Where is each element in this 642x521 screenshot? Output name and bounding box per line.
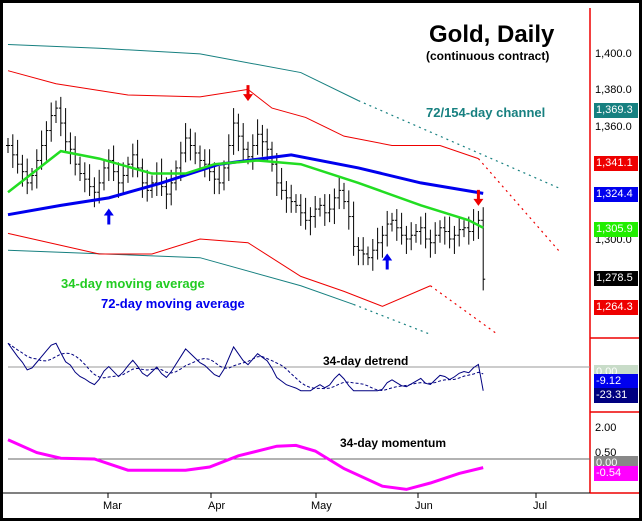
price-box-inner-upper: 1,341.1 <box>594 156 638 171</box>
momentum-tick: 2.00 <box>595 422 617 434</box>
detrend-box-value: -9.12 <box>594 374 638 389</box>
price-tick: 1,380.0 <box>595 84 632 96</box>
channel-outer-lower-projection <box>353 303 431 335</box>
price-box-close: 1,278.5 <box>594 271 638 286</box>
up-arrow-icon <box>382 253 393 270</box>
channel-outer-upper-line <box>7 44 359 102</box>
x-label-mar: Mar <box>103 500 122 512</box>
channel-inner-lower-projection <box>430 285 498 335</box>
chart-svg <box>3 8 639 498</box>
price-tick: 1,360.0 <box>595 121 632 133</box>
price-box-ma34: 1,305.9 <box>594 222 638 237</box>
channel-inner-upper-projection <box>477 158 561 253</box>
down-arrow-icon <box>243 85 253 102</box>
momentum-box-value: -0.54 <box>594 466 638 481</box>
price-tick: 1,300.0 <box>595 234 632 246</box>
price-box-ma72: 1,324.4 <box>594 187 638 202</box>
chart-subtitle: (continuous contract) <box>426 49 550 63</box>
x-label-jul: Jul <box>533 500 548 512</box>
price-box-inner-lower: 1,264.3 <box>594 300 638 315</box>
ma72-label: 72-day moving average <box>101 296 245 311</box>
x-label-may: May <box>311 500 332 512</box>
momentum-label: 34-day momentum <box>340 436 447 450</box>
price-box-channel: 1,369.3 <box>594 103 638 118</box>
detrend-box-smooth: -23.31 <box>594 388 638 403</box>
up-arrow-icon <box>103 208 114 225</box>
channel-outer-upper-projection <box>358 100 561 190</box>
momentum-line <box>7 438 484 491</box>
x-label-apr: Apr <box>208 500 226 512</box>
detrend-label: 34-day detrend <box>323 354 409 368</box>
chart-title: Gold, Daily <box>429 21 555 48</box>
detrend-line <box>7 342 484 392</box>
down-arrow-icon <box>473 189 484 206</box>
x-label-jun: Jun <box>415 500 433 512</box>
channel-label: 72/154-day channel <box>426 105 546 120</box>
channel-inner-lower-line <box>7 232 431 307</box>
price-tick: 1,400.0 <box>595 48 632 60</box>
channel-inner-upper-line <box>7 70 479 160</box>
ma34-label: 34-day moving average <box>61 276 205 291</box>
ma34-line <box>7 149 484 229</box>
